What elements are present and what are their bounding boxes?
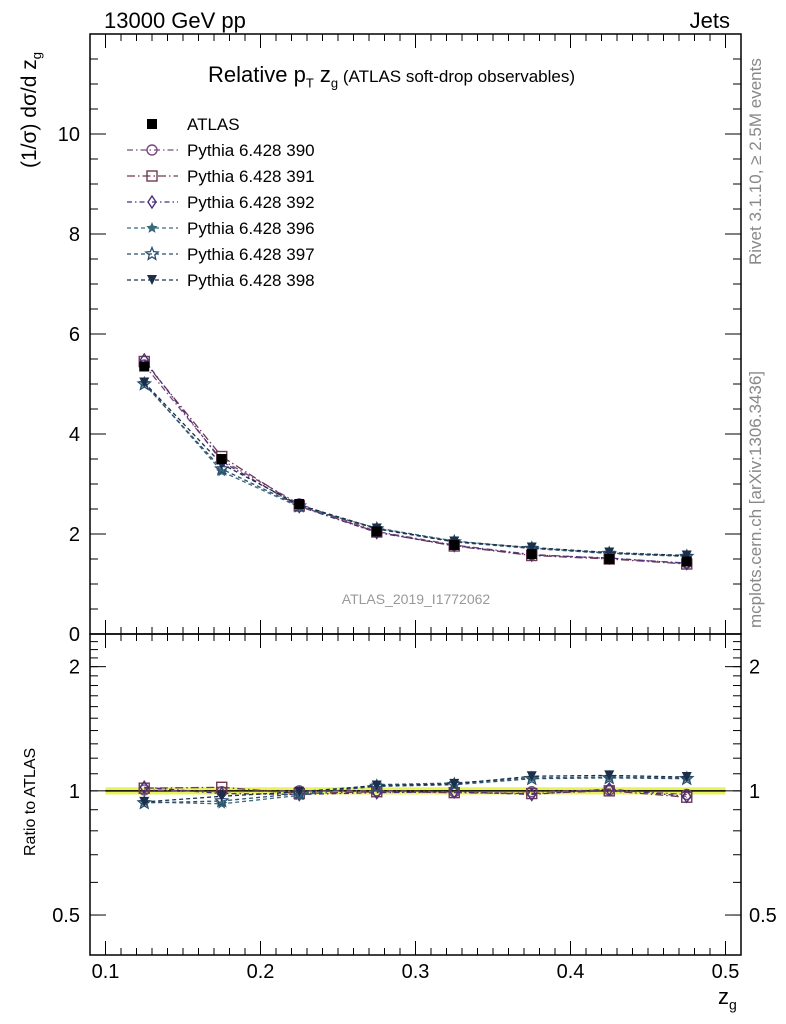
legend-entry: Pythia 6.428 396 — [127, 219, 315, 238]
legend-entry: Pythia 6.428 392 — [127, 193, 315, 212]
legend-marker — [144, 245, 160, 261]
data-point — [139, 361, 150, 372]
ratio-point — [681, 789, 692, 804]
series-pythia-6-428-392 — [139, 352, 692, 804]
y-tick-label-main: 0 — [69, 624, 80, 646]
series-line-main — [143, 361, 687, 565]
series-line-ratio — [144, 789, 687, 796]
series-line-main — [143, 359, 687, 565]
ratio-point — [449, 778, 460, 789]
legend-label: Pythia 6.428 397 — [187, 245, 315, 264]
header-left: 13000 GeV pp — [104, 8, 246, 33]
ratio-point — [139, 780, 150, 795]
series-pythia-6-428-390 — [138, 359, 693, 801]
legend-entry: Pythia 6.428 397 — [127, 245, 315, 264]
legend-label: Pythia 6.428 398 — [187, 271, 315, 290]
data-point — [294, 499, 305, 509]
ratio-point — [604, 781, 615, 797]
legend-entry: ATLAS — [147, 115, 240, 134]
y-tick-label-ratio-right: 0.5 — [749, 905, 777, 927]
data-point — [526, 542, 537, 553]
x-tick-label: 0.4 — [557, 961, 585, 983]
ratio-point — [371, 780, 382, 791]
data-point — [681, 550, 692, 561]
x-axis-label: zg — [718, 984, 737, 1013]
ratio-point — [681, 772, 692, 783]
legend-marker — [146, 170, 158, 182]
series-atlas — [139, 361, 692, 567]
legend-entry: Pythia 6.428 391 — [127, 167, 315, 186]
legend-label: Pythia 6.428 390 — [187, 141, 315, 160]
chart-title: Relative pT zg (ATLAS soft-drop observab… — [208, 62, 575, 90]
ratio-point — [526, 787, 537, 802]
y-tick-label-ratio-right: 2 — [749, 657, 760, 679]
series-pythia-6-428-391 — [138, 355, 693, 803]
ratio-point — [526, 771, 537, 782]
y-tick-label-ratio: 0.5 — [52, 905, 80, 927]
legend-marker — [147, 119, 157, 129]
series-line-main — [143, 383, 687, 558]
legend-label: Pythia 6.428 392 — [187, 193, 315, 212]
y-tick-label-ratio-right: 1 — [749, 781, 760, 803]
ratio-panel-frame — [89, 633, 742, 956]
data-point — [139, 377, 150, 388]
legend-label: ATLAS — [187, 115, 240, 134]
y-tick-label-ratio: 2 — [69, 657, 80, 679]
y-tick-label-main: 4 — [69, 424, 80, 446]
ratio-point — [604, 770, 615, 781]
x-tick-label: 0.5 — [712, 961, 740, 983]
data-point — [681, 556, 692, 567]
y-tick-label-main: 8 — [69, 224, 80, 246]
title-sub-t: T — [305, 75, 314, 91]
x-tick-label: 0.1 — [92, 961, 120, 983]
x-tick-label: 0.3 — [402, 961, 430, 983]
data-point — [604, 554, 615, 564]
legend-marker — [146, 144, 158, 156]
title-paren: (ATLAS soft-drop observables) — [338, 67, 575, 86]
data-point — [526, 549, 537, 559]
title-sub-g: g — [330, 75, 339, 91]
y-tick-label-ratio: 1 — [69, 781, 80, 803]
watermark: ATLAS_2019_I1772062 — [342, 591, 491, 607]
legend-entry: Pythia 6.428 398 — [127, 271, 315, 290]
ratio-point — [139, 796, 150, 807]
title-mid: z — [313, 62, 331, 87]
ratio-point — [294, 787, 305, 802]
title-main: Relative p — [208, 62, 306, 87]
data-point — [214, 460, 230, 476]
legend-label: Pythia 6.428 391 — [187, 167, 315, 186]
data-point — [604, 547, 615, 558]
header-right: Jets — [689, 8, 730, 33]
series-line-ratio — [144, 786, 687, 798]
series-line-main — [143, 382, 687, 557]
legend-label: Pythia 6.428 396 — [187, 219, 315, 238]
y-tick-label-main: 10 — [58, 124, 80, 146]
legend-marker — [147, 194, 157, 210]
data-point — [449, 540, 460, 550]
data-point — [216, 454, 227, 464]
data-point — [371, 526, 382, 537]
series-line-main — [143, 382, 687, 557]
series-line-ratio — [144, 786, 687, 797]
legend-entry: Pythia 6.428 390 — [127, 141, 315, 160]
y-tick-label-main: 6 — [69, 324, 80, 346]
ratio-point — [214, 792, 230, 808]
ratio-point — [216, 791, 227, 802]
legend-marker — [146, 222, 158, 233]
y-tick-label-main: 2 — [69, 524, 80, 546]
ratio-point — [294, 786, 305, 797]
legend-marker — [147, 275, 157, 285]
x-tick-label: 0.2 — [247, 961, 275, 983]
